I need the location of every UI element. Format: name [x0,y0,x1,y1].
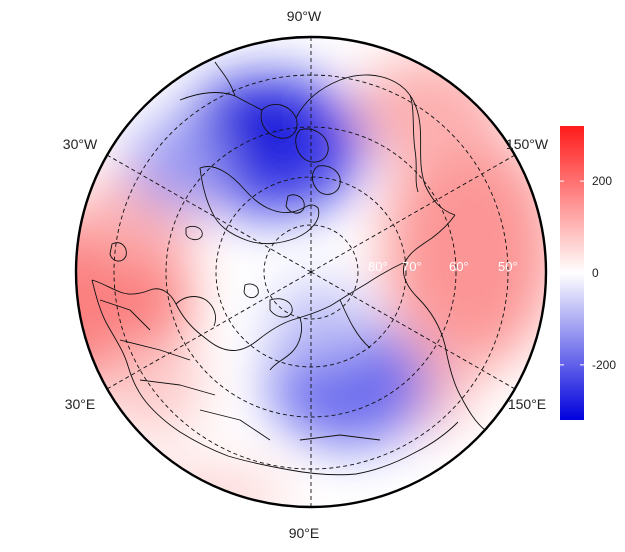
siberia-peninsulas [269,299,371,371]
east-siberia-coast [403,214,486,431]
svalbard [243,283,259,299]
novaya-zemlya [269,298,293,318]
alaska-boundary [409,94,419,193]
graticule [106,37,516,507]
eurasia-south-coast [91,279,459,476]
colorbar-tick-label: 200 [592,174,612,188]
colorbar: 200 0 -200 [560,126,616,420]
colorbar-tick-label: 0 [592,266,599,280]
arctic-island-2 [311,165,341,195]
greenland-coast [199,166,320,245]
scandinavia-coast [91,279,217,335]
lat-label-70: 70° [402,259,422,274]
arctic-island-3 [285,194,305,214]
lat-label-60: 60° [449,259,469,274]
map-border [74,35,548,509]
iceland [185,225,203,241]
british-isles [109,242,127,262]
baffin-island [260,103,298,139]
siberia-arctic-coast [199,261,406,351]
lat-circle-60 [165,126,457,418]
lon-label-bottom: 90°E [289,525,320,541]
arctic-island-1 [295,128,329,163]
coastlines [91,61,486,476]
lat-circle-80 [263,224,359,320]
positive-anomaly-west-siberia [95,345,205,435]
longitude-labels: 90°W 30°W 150°W 30°E 150°E 90°E [63,8,549,541]
negative-anomaly-core [200,90,310,170]
positive-anomaly-south [110,465,290,507]
lat-label-50: 50° [498,259,518,274]
colorbar-ticks: 200 0 -200 [560,174,616,372]
colorbar-tick-label: -200 [592,358,616,372]
lon-label-lower-left: 30°E [65,396,96,412]
lat-label-80: 80° [368,259,388,274]
negative-anomaly-labrador [130,120,230,210]
lon-label-top: 90°W [287,8,322,24]
latitude-labels: 80° 70° 60° 50° [368,259,518,274]
country-borders [99,299,381,441]
lon-label-upper-left: 30°W [63,136,98,152]
lon-label-upper-right: 150°W [506,136,549,152]
north-america-coast [179,61,456,216]
lon-label-lower-right: 150°E [508,396,546,412]
